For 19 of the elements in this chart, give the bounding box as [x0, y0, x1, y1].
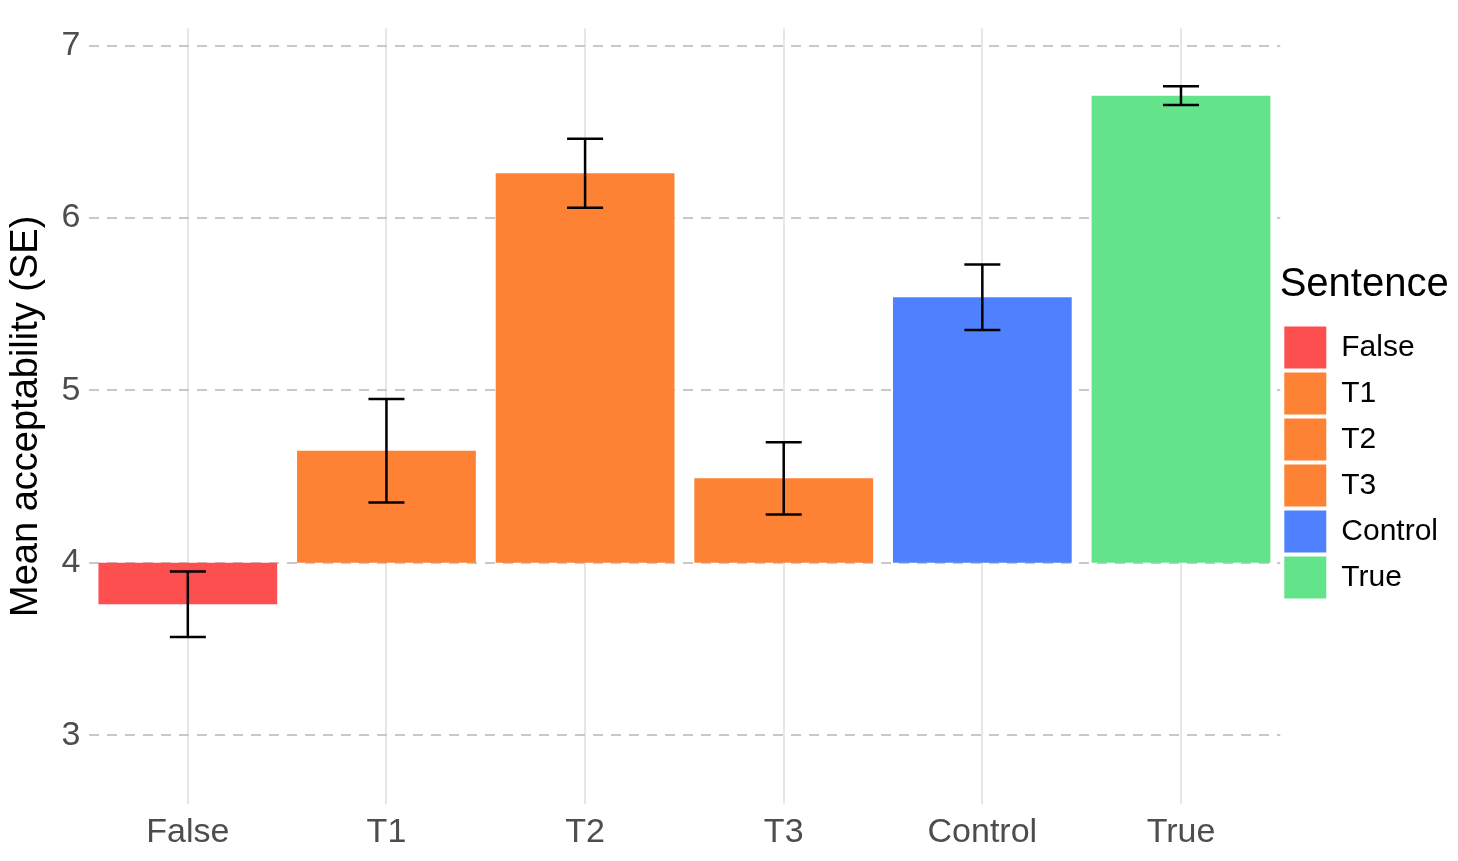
y-axis-title: Mean acceptability (SE) [3, 215, 46, 617]
y-tick-label: 5 [61, 368, 81, 407]
y-tick-label: 6 [61, 196, 81, 235]
x-tick-label: T1 [366, 810, 407, 849]
y-tick-label: 4 [61, 541, 81, 580]
legend-label: True [1341, 558, 1402, 592]
x-tick-label: False [146, 810, 230, 849]
legend-label: T2 [1341, 420, 1377, 454]
legend-label: T1 [1341, 374, 1377, 408]
x-tick-label: T3 [763, 810, 804, 849]
x-tick-label: True [1146, 810, 1216, 849]
legend-title: Sentence [1279, 259, 1449, 304]
x-tick-label: Control [927, 810, 1038, 849]
y-tick-label: 7 [61, 24, 81, 63]
legend-label: False [1341, 328, 1415, 362]
legend-label: Control [1341, 512, 1439, 546]
y-tick-label: 3 [61, 713, 81, 752]
legend-label: T3 [1341, 466, 1377, 500]
x-tick-label: T2 [565, 810, 605, 849]
